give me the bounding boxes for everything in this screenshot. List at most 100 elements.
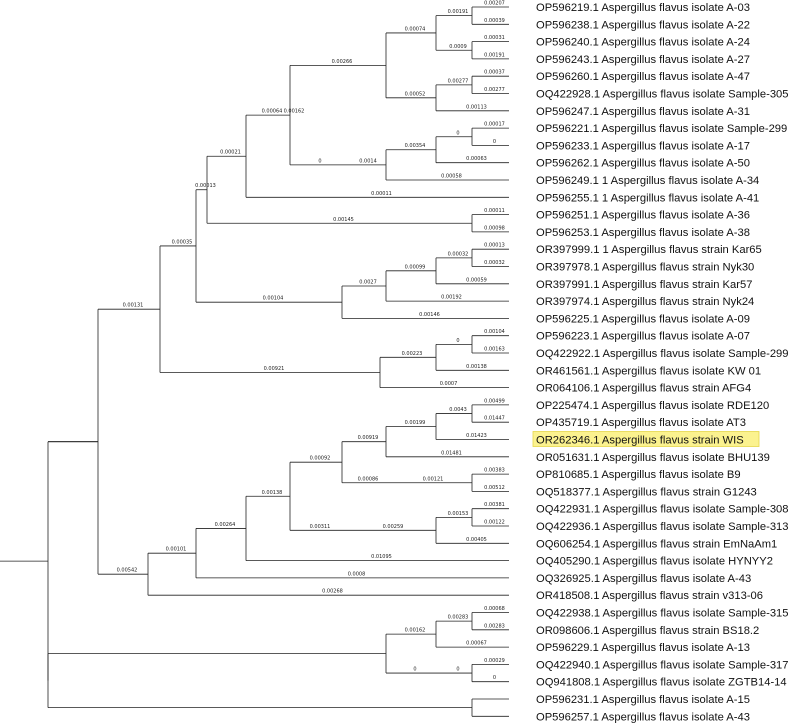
leaf-label: OR397974.1 Aspergillus flavus strain Nyk…	[536, 296, 754, 308]
branch-length-label: 0.00013	[484, 243, 505, 249]
branch-length-label: 0.00058	[441, 174, 462, 180]
branch-length-label: 0.00039	[484, 18, 505, 24]
branch-length-label: 0.00121	[423, 476, 444, 482]
leaf-label: OQ518377.1 Aspergillus flavus strain G12…	[536, 486, 757, 498]
leaf-label: OR397999.1 1 Aspergillus flavus strain K…	[536, 244, 762, 256]
branch-length-label: 0	[413, 667, 416, 673]
branch-length-label: 0.00131	[123, 303, 144, 309]
branch-length-label: 0.00092	[310, 456, 331, 462]
branch-length-label: 0.00013	[195, 183, 216, 189]
branch-length-label: 0.00512	[484, 485, 505, 491]
branch-length-label: 0.00011	[371, 191, 392, 197]
branch-length-label: 0.0009	[449, 44, 467, 50]
branch-length-label: 0.00277	[448, 78, 469, 84]
branch-length-label: 0.00138	[262, 490, 283, 496]
leaf-label: OP596225.1 Aspergillus flavus isolate A-…	[536, 313, 750, 325]
leaf-label: OQ941808.1 Aspergillus flavus isolate ZG…	[536, 677, 787, 689]
branch-length-label: 0.00277	[484, 87, 505, 93]
branch-length-label: 0.00031	[484, 35, 505, 41]
branch-length-label: 0.00104	[263, 296, 284, 302]
branch-length-label: 0.00021	[220, 150, 241, 156]
branch-length-label: 0.00113	[466, 104, 487, 110]
branch-length-label: 0.00032	[448, 251, 469, 257]
leaf-label: OQ422931.1 Aspergillus flavus isolate Sa…	[536, 504, 789, 516]
branch-length-label: 0.00059	[466, 277, 487, 283]
leaf-label: OP596219.1 Aspergillus flavus isolate A-…	[536, 2, 750, 14]
leaf-label: OP596243.1 Aspergillus flavus isolate A-…	[536, 54, 750, 66]
leaf-label: OP596249.1 1 Aspergillus flavus isolate …	[536, 175, 759, 187]
leaf-label: OR098606.1 Aspergillus flavus strain BS1…	[536, 625, 759, 637]
leaf-label: OP596229.1 Aspergillus flavus isolate A-…	[536, 642, 750, 654]
branch-length-label: 0.00064	[262, 109, 283, 115]
branch-length-label: 0	[456, 667, 459, 673]
branch-length-label: 0.00283	[448, 615, 469, 621]
leaf-label: OP596251.1 Aspergillus flavus isolate A-…	[536, 210, 750, 222]
branch-length-label: 0.00405	[466, 537, 487, 543]
leaf-label: OQ422922.1 Aspergillus flavus isolate Sa…	[536, 348, 789, 360]
branch-length-label: 0.00919	[358, 435, 379, 441]
branch-length-label: 0.00259	[383, 524, 404, 530]
branch-length-label: 0.0014	[359, 158, 377, 164]
branch-length-label: 0.00145	[333, 217, 354, 223]
tree-branches	[0, 6, 509, 717]
branch-length-label: 0.00381	[484, 502, 505, 508]
leaf-label: OP596231.1 Aspergillus flavus isolate A-…	[536, 694, 750, 706]
branch-length-label: 0.00192	[441, 295, 462, 301]
branch-length-label: 0.00032	[484, 260, 505, 266]
branch-length-label: 0.00153	[448, 511, 469, 517]
branch-length-label: 0.00035	[172, 239, 193, 245]
branch-length-label: 0.00086	[358, 476, 379, 482]
leaf-label: OP596240.1 Aspergillus flavus isolate A-…	[536, 37, 750, 49]
leaf-label: OR461561.1 Aspergillus flavus isolate KW…	[536, 365, 761, 377]
leaf-label: OQ405290.1 Aspergillus flavus isolate HY…	[536, 556, 773, 568]
branch-length-label: 0.01095	[371, 554, 392, 560]
leaf-label: OP596260.1 Aspergillus flavus isolate A-…	[536, 71, 750, 83]
leaf-label: OP596247.1 Aspergillus flavus isolate A-…	[536, 106, 750, 118]
leaf-label: OP810685.1 Aspergillus flavus isolate B9	[536, 469, 741, 481]
leaf-label: OP596257.1 Aspergillus flavus isolate A-…	[536, 711, 750, 723]
branch-length-label: 0.00268	[322, 589, 343, 595]
branch-length-label: 0.00011	[484, 208, 505, 214]
branch-length-label: 0.00199	[405, 420, 426, 426]
leaf-label: OP596255.1 1 Aspergillus flavus isolate …	[536, 192, 759, 204]
branch-length-labels: 0.00207 0.00039 0.00031 0.00191 0.00191 0.000…	[117, 1, 505, 682]
branch-length-label: 0.00101	[166, 547, 187, 553]
branch-length-label: 0.00104	[484, 329, 505, 335]
leaf-label: OP596233.1 Aspergillus flavus isolate A-…	[536, 140, 750, 152]
branch-length-label: 0.00163	[484, 347, 505, 353]
branch-length-label: 0.00068	[484, 606, 505, 612]
leaf-label: OQ422936.1 Aspergillus flavus isolate Sa…	[536, 521, 789, 533]
branch-length-label: 0.00162	[405, 628, 426, 634]
leaf-label: OQ422928.1 Aspergillus flavus isolate Sa…	[536, 89, 789, 101]
highlight-box	[532, 431, 760, 447]
leaf-label: OR397991.1 Aspergillus flavus strain Kar…	[536, 279, 752, 291]
branch-length-label: 0.0043	[449, 407, 467, 413]
branch-length-label: 0	[493, 139, 496, 145]
branch-length-label: 0.00191	[448, 9, 469, 15]
leaf-label: OQ422938.1 Aspergillus flavus isolate Sa…	[536, 608, 789, 620]
branch-length-label: 0.01447	[484, 416, 505, 422]
branch-length-label: 0.00138	[466, 364, 487, 370]
leaf-label: OQ326925.1 Aspergillus flavus isolate A-…	[536, 573, 751, 585]
branch-length-label: 0.00099	[405, 264, 426, 270]
branch-length-label: 0.00063	[466, 156, 487, 162]
branch-length-label: 0	[456, 130, 459, 136]
leaf-label: OQ606254.1 Aspergillus flavus strain EmN…	[536, 538, 777, 550]
branch-length-label: 0.00037	[484, 70, 505, 76]
leaf-label: OP225474.1 Aspergillus flavus isolate RD…	[536, 400, 769, 412]
branch-length-label: 0	[456, 338, 459, 344]
branch-length-label: 0.00921	[264, 366, 285, 372]
leaf-labels: OP596219.1 Aspergillus flavus isolate A-…	[532, 2, 789, 723]
leaf-label: OP435719.1 Aspergillus flavus isolate AT…	[536, 417, 746, 429]
leaf-label: OR051631.1 Aspergillus flavus isolate BH…	[536, 452, 770, 464]
branch-length-label: 0.0027	[359, 279, 377, 285]
leaf-label: OR064106.1 Aspergillus flavus strain AFG…	[536, 383, 751, 395]
branch-length-label: 0	[318, 158, 321, 164]
branch-length-label: 0.00207	[484, 1, 505, 7]
branch-length-label: 0.00146	[419, 312, 440, 318]
leaf-label: OR418508.1 Aspergillus flavus strain v31…	[536, 590, 763, 602]
branch-length-label: 0.00264	[215, 522, 236, 528]
leaf-label: OQ422940.1 Aspergillus flavus isolate Sa…	[536, 659, 789, 671]
leaf-label: OP596221.1 Aspergillus flavus isolate Sa…	[536, 123, 787, 135]
